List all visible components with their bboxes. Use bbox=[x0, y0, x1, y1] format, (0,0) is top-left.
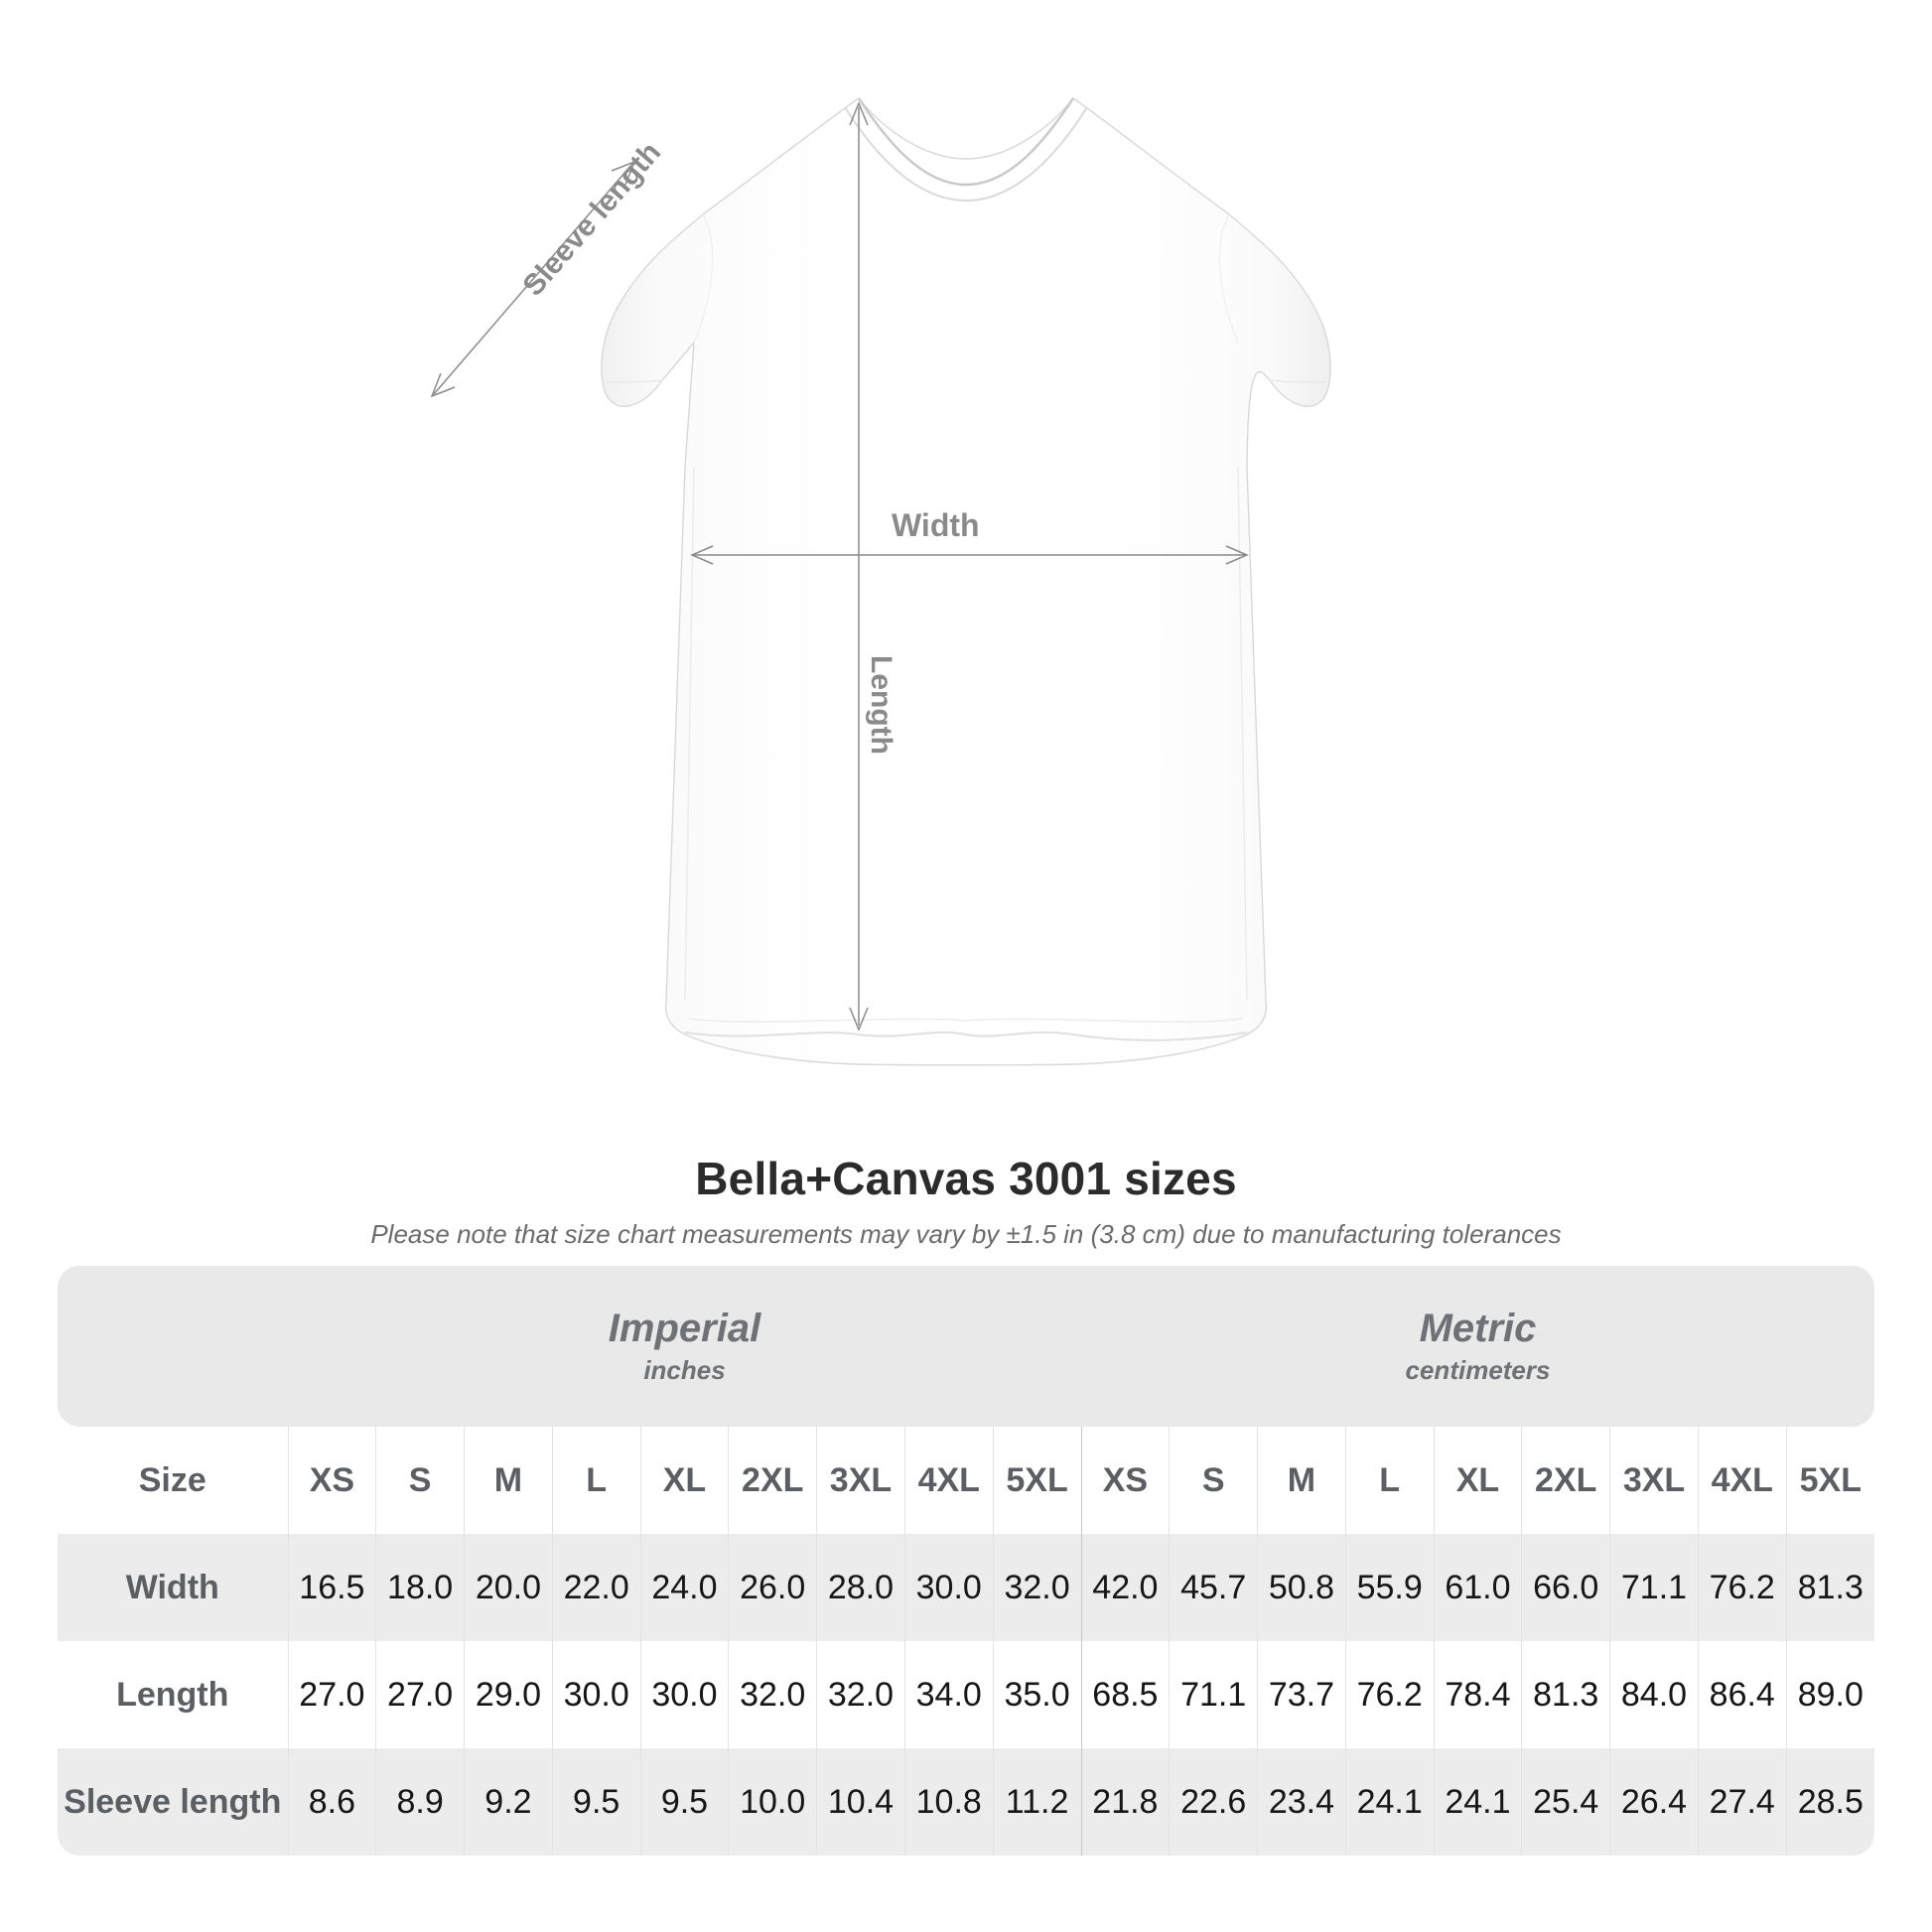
svg-text:Width: Width bbox=[892, 507, 980, 543]
svg-text:Length: Length bbox=[865, 655, 897, 755]
